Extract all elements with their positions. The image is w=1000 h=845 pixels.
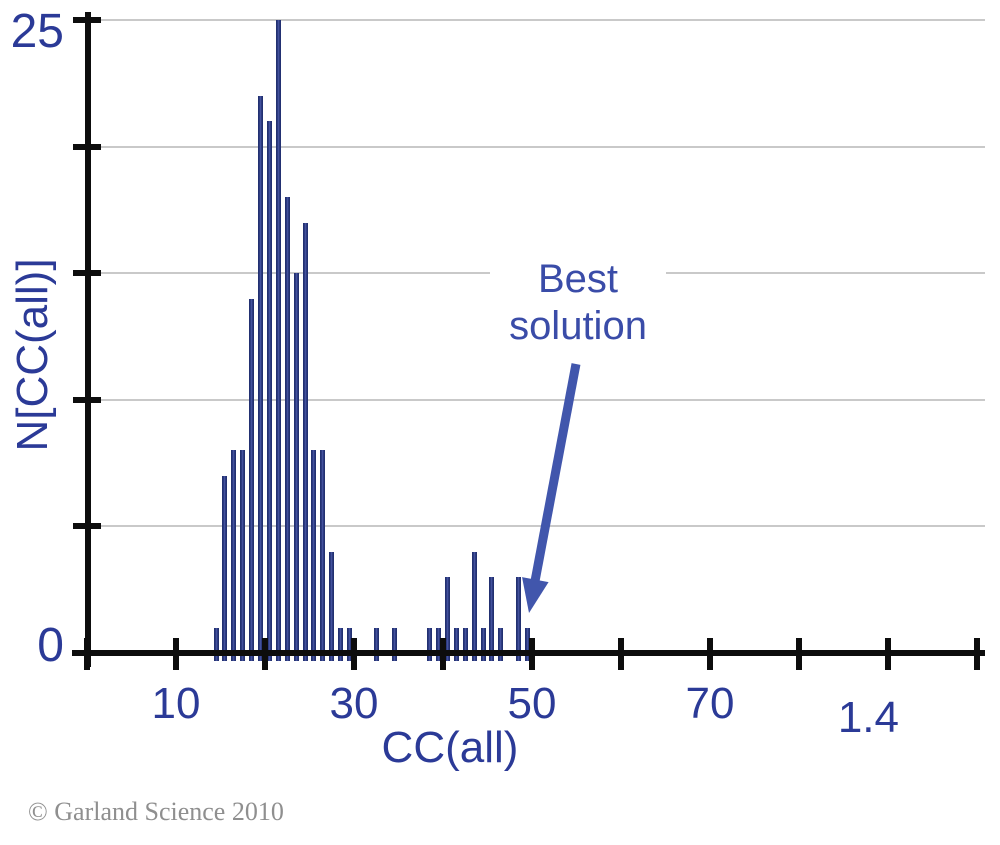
x-tick-80 — [796, 638, 802, 670]
copyright-text: © Garland Science 2010 — [28, 797, 284, 826]
histogram-bar-cc-19.5 — [258, 95, 264, 661]
x-tick-70 — [707, 638, 713, 670]
x-tick-10 — [173, 638, 179, 670]
y-tick-25 — [73, 17, 101, 23]
y-tick-0 — [73, 650, 101, 656]
x-tick-label-30: 30 — [329, 679, 379, 728]
histogram-bar-cc-32.5 — [373, 627, 379, 661]
histogram-bar-cc-43.5 — [471, 551, 477, 661]
histogram-bar-cc-46.5 — [498, 627, 504, 661]
histogram-bar-cc-45.5 — [489, 577, 495, 661]
x-tick-40 — [440, 638, 446, 670]
x-tick-20 — [262, 638, 268, 670]
x-tick-label-70: 70 — [685, 679, 735, 728]
histogram-bar-cc-23.5 — [293, 273, 299, 661]
y-axis-title: N[CC(all)] — [8, 258, 57, 452]
histogram-bar-cc-39.5 — [436, 627, 442, 661]
y-axis-line — [85, 12, 91, 667]
histogram-bar-cc-18.5 — [249, 298, 255, 661]
y-tick-10 — [73, 396, 101, 403]
histogram-bar-cc-41.5 — [453, 627, 459, 661]
histogram-bar-cc-40.5 — [444, 577, 450, 661]
histogram-bar-cc-20.5 — [266, 121, 272, 661]
x-tick-60 — [618, 638, 624, 670]
histogram-bar-cc-48.5 — [516, 577, 522, 661]
gridline-y-25 — [101, 19, 985, 21]
histogram-bar-cc-28.5 — [338, 627, 344, 661]
x-tick-label-1.4: 1.4 — [837, 693, 899, 742]
x-tick-50 — [529, 638, 535, 670]
x-tick-90 — [885, 638, 891, 670]
best-solution-annotation: Best solution — [490, 256, 666, 350]
histogram-bar-cc-42.5 — [462, 627, 468, 661]
histogram-bar-cc-34.5 — [391, 627, 397, 661]
x-axis-line — [72, 650, 985, 656]
histogram-bar-cc-22.5 — [284, 197, 290, 661]
histogram-bar-cc-29.5 — [347, 627, 353, 661]
histogram-bar-cc-15.5 — [222, 475, 228, 661]
histogram-bar-cc-26.5 — [320, 450, 326, 661]
annotation-line-1: Best — [537, 257, 619, 301]
annotation-line-2: solution — [509, 304, 647, 348]
histogram-bar-cc-21.5 — [275, 20, 281, 661]
x-tick-label-10: 10 — [151, 679, 201, 728]
histogram-bar-cc-16.5 — [231, 450, 237, 661]
histogram-bar-cc-27.5 — [329, 551, 335, 661]
histogram-bar-cc-14.5 — [213, 627, 219, 661]
x-tick-100 — [974, 638, 980, 670]
y-tick-15 — [73, 270, 101, 277]
histogram-bar-cc-49.5 — [525, 627, 531, 661]
histogram-bar-cc-38.5 — [427, 627, 433, 661]
y-tick-label-25: 25 — [10, 5, 64, 58]
y-tick-label-0: 0 — [37, 619, 64, 672]
histogram-bar-cc-25.5 — [311, 450, 317, 661]
histogram-bar-cc-17.5 — [240, 450, 246, 661]
histogram-bar-cc-24.5 — [302, 222, 308, 661]
x-tick-label-50: 50 — [507, 679, 557, 728]
gridline-y-20 — [101, 145, 985, 148]
x-tick-30 — [351, 638, 357, 670]
x-axis-title: CC(all) — [381, 723, 519, 772]
histogram-bar-cc-44.5 — [480, 627, 486, 661]
y-tick-20 — [73, 143, 101, 150]
gridline-y-10 — [101, 398, 985, 401]
y-tick-5 — [73, 523, 101, 530]
